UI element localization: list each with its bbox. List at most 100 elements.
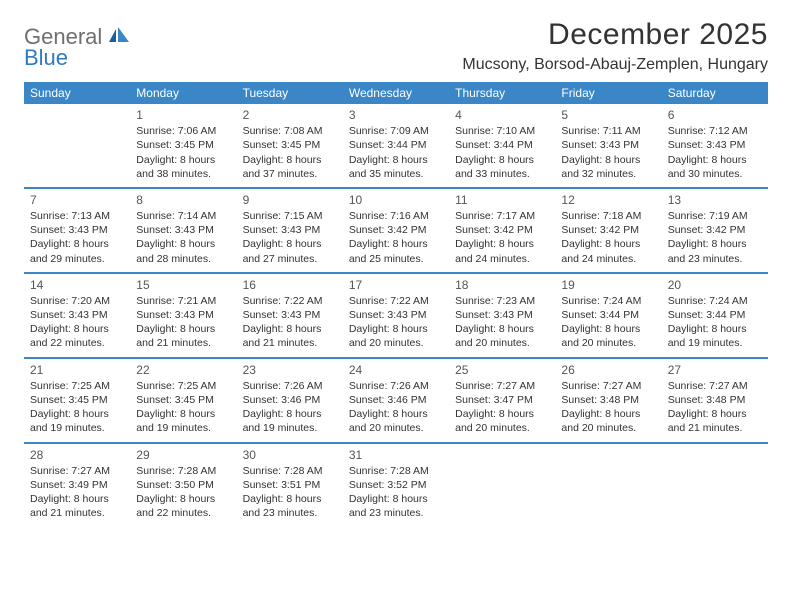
sunset-line: Sunset: 3:48 PM <box>561 393 655 407</box>
daylight-line-2: and 23 minutes. <box>243 506 337 520</box>
day-cell: 31Sunrise: 7:28 AMSunset: 3:52 PMDayligh… <box>343 444 449 527</box>
sunset-line: Sunset: 3:46 PM <box>349 393 443 407</box>
daylight-line-1: Daylight: 8 hours <box>668 407 762 421</box>
sunset-line: Sunset: 3:42 PM <box>668 223 762 237</box>
daylight-line-1: Daylight: 8 hours <box>243 237 337 251</box>
sunrise-line: Sunrise: 7:27 AM <box>668 379 762 393</box>
daylight-line-1: Daylight: 8 hours <box>349 153 443 167</box>
day-number: 10 <box>349 192 443 208</box>
day-number: 2 <box>243 107 337 123</box>
day-number: 14 <box>30 277 124 293</box>
sunset-line: Sunset: 3:44 PM <box>349 138 443 152</box>
day-cell: 4Sunrise: 7:10 AMSunset: 3:44 PMDaylight… <box>449 104 555 187</box>
day-number: 23 <box>243 362 337 378</box>
sunrise-line: Sunrise: 7:25 AM <box>136 379 230 393</box>
sunset-line: Sunset: 3:52 PM <box>349 478 443 492</box>
dow-wednesday: Wednesday <box>343 82 449 104</box>
day-number: 11 <box>455 192 549 208</box>
daylight-line-1: Daylight: 8 hours <box>30 237 124 251</box>
daylight-line-1: Daylight: 8 hours <box>349 407 443 421</box>
day-number: 4 <box>455 107 549 123</box>
day-cell <box>555 444 661 527</box>
day-number: 27 <box>668 362 762 378</box>
daylight-line-1: Daylight: 8 hours <box>455 322 549 336</box>
title-block: December 2025 Mucsony, Borsod-Abauj-Zemp… <box>462 18 768 74</box>
sunrise-line: Sunrise: 7:15 AM <box>243 209 337 223</box>
week-row: 21Sunrise: 7:25 AMSunset: 3:45 PMDayligh… <box>24 359 768 444</box>
day-number: 13 <box>668 192 762 208</box>
daylight-line-2: and 20 minutes. <box>349 421 443 435</box>
day-number: 26 <box>561 362 655 378</box>
day-number: 30 <box>243 447 337 463</box>
daylight-line-1: Daylight: 8 hours <box>30 492 124 506</box>
sunrise-line: Sunrise: 7:23 AM <box>455 294 549 308</box>
week-row: 1Sunrise: 7:06 AMSunset: 3:45 PMDaylight… <box>24 104 768 189</box>
day-cell: 16Sunrise: 7:22 AMSunset: 3:43 PMDayligh… <box>237 274 343 357</box>
daylight-line-2: and 27 minutes. <box>243 252 337 266</box>
day-number: 15 <box>136 277 230 293</box>
sunset-line: Sunset: 3:43 PM <box>136 223 230 237</box>
sunset-line: Sunset: 3:43 PM <box>136 308 230 322</box>
sunset-line: Sunset: 3:47 PM <box>455 393 549 407</box>
daylight-line-2: and 22 minutes. <box>136 506 230 520</box>
daylight-line-1: Daylight: 8 hours <box>136 153 230 167</box>
sunrise-line: Sunrise: 7:28 AM <box>349 464 443 478</box>
daylight-line-1: Daylight: 8 hours <box>349 322 443 336</box>
day-cell: 12Sunrise: 7:18 AMSunset: 3:42 PMDayligh… <box>555 189 661 272</box>
daylight-line-2: and 29 minutes. <box>30 252 124 266</box>
sunset-line: Sunset: 3:42 PM <box>561 223 655 237</box>
day-number: 8 <box>136 192 230 208</box>
day-number: 1 <box>136 107 230 123</box>
sunrise-line: Sunrise: 7:20 AM <box>30 294 124 308</box>
daylight-line-2: and 32 minutes. <box>561 167 655 181</box>
daylight-line-1: Daylight: 8 hours <box>349 237 443 251</box>
daylight-line-2: and 19 minutes. <box>668 336 762 350</box>
daylight-line-2: and 19 minutes. <box>243 421 337 435</box>
sunrise-line: Sunrise: 7:24 AM <box>668 294 762 308</box>
day-cell: 1Sunrise: 7:06 AMSunset: 3:45 PMDaylight… <box>130 104 236 187</box>
day-cell: 6Sunrise: 7:12 AMSunset: 3:43 PMDaylight… <box>662 104 768 187</box>
day-cell: 10Sunrise: 7:16 AMSunset: 3:42 PMDayligh… <box>343 189 449 272</box>
day-cell: 19Sunrise: 7:24 AMSunset: 3:44 PMDayligh… <box>555 274 661 357</box>
day-cell: 29Sunrise: 7:28 AMSunset: 3:50 PMDayligh… <box>130 444 236 527</box>
daylight-line-1: Daylight: 8 hours <box>136 237 230 251</box>
daylight-line-1: Daylight: 8 hours <box>243 153 337 167</box>
daylight-line-2: and 22 minutes. <box>30 336 124 350</box>
day-cell: 8Sunrise: 7:14 AMSunset: 3:43 PMDaylight… <box>130 189 236 272</box>
daylight-line-1: Daylight: 8 hours <box>30 322 124 336</box>
brand-sails-icon <box>107 26 131 49</box>
sunrise-line: Sunrise: 7:28 AM <box>136 464 230 478</box>
day-of-week-header: Sunday Monday Tuesday Wednesday Thursday… <box>24 82 768 104</box>
daylight-line-2: and 33 minutes. <box>455 167 549 181</box>
sunrise-line: Sunrise: 7:16 AM <box>349 209 443 223</box>
day-number: 16 <box>243 277 337 293</box>
day-number: 31 <box>349 447 443 463</box>
day-number: 6 <box>668 107 762 123</box>
day-cell: 9Sunrise: 7:15 AMSunset: 3:43 PMDaylight… <box>237 189 343 272</box>
sunrise-line: Sunrise: 7:11 AM <box>561 124 655 138</box>
daylight-line-2: and 37 minutes. <box>243 167 337 181</box>
day-cell: 18Sunrise: 7:23 AMSunset: 3:43 PMDayligh… <box>449 274 555 357</box>
sunrise-line: Sunrise: 7:22 AM <box>243 294 337 308</box>
day-number: 24 <box>349 362 443 378</box>
sunrise-line: Sunrise: 7:06 AM <box>136 124 230 138</box>
sunset-line: Sunset: 3:45 PM <box>30 393 124 407</box>
day-cell: 15Sunrise: 7:21 AMSunset: 3:43 PMDayligh… <box>130 274 236 357</box>
sunset-line: Sunset: 3:50 PM <box>136 478 230 492</box>
day-cell: 24Sunrise: 7:26 AMSunset: 3:46 PMDayligh… <box>343 359 449 442</box>
sunrise-line: Sunrise: 7:13 AM <box>30 209 124 223</box>
sunset-line: Sunset: 3:45 PM <box>136 393 230 407</box>
sunset-line: Sunset: 3:42 PM <box>455 223 549 237</box>
sunset-line: Sunset: 3:44 PM <box>668 308 762 322</box>
dow-tuesday: Tuesday <box>237 82 343 104</box>
day-cell: 30Sunrise: 7:28 AMSunset: 3:51 PMDayligh… <box>237 444 343 527</box>
sunset-line: Sunset: 3:46 PM <box>243 393 337 407</box>
day-cell: 3Sunrise: 7:09 AMSunset: 3:44 PMDaylight… <box>343 104 449 187</box>
sunset-line: Sunset: 3:43 PM <box>30 308 124 322</box>
sunset-line: Sunset: 3:49 PM <box>30 478 124 492</box>
daylight-line-2: and 23 minutes. <box>349 506 443 520</box>
day-cell: 13Sunrise: 7:19 AMSunset: 3:42 PMDayligh… <box>662 189 768 272</box>
sunrise-line: Sunrise: 7:25 AM <box>30 379 124 393</box>
daylight-line-1: Daylight: 8 hours <box>668 153 762 167</box>
sunset-line: Sunset: 3:44 PM <box>561 308 655 322</box>
